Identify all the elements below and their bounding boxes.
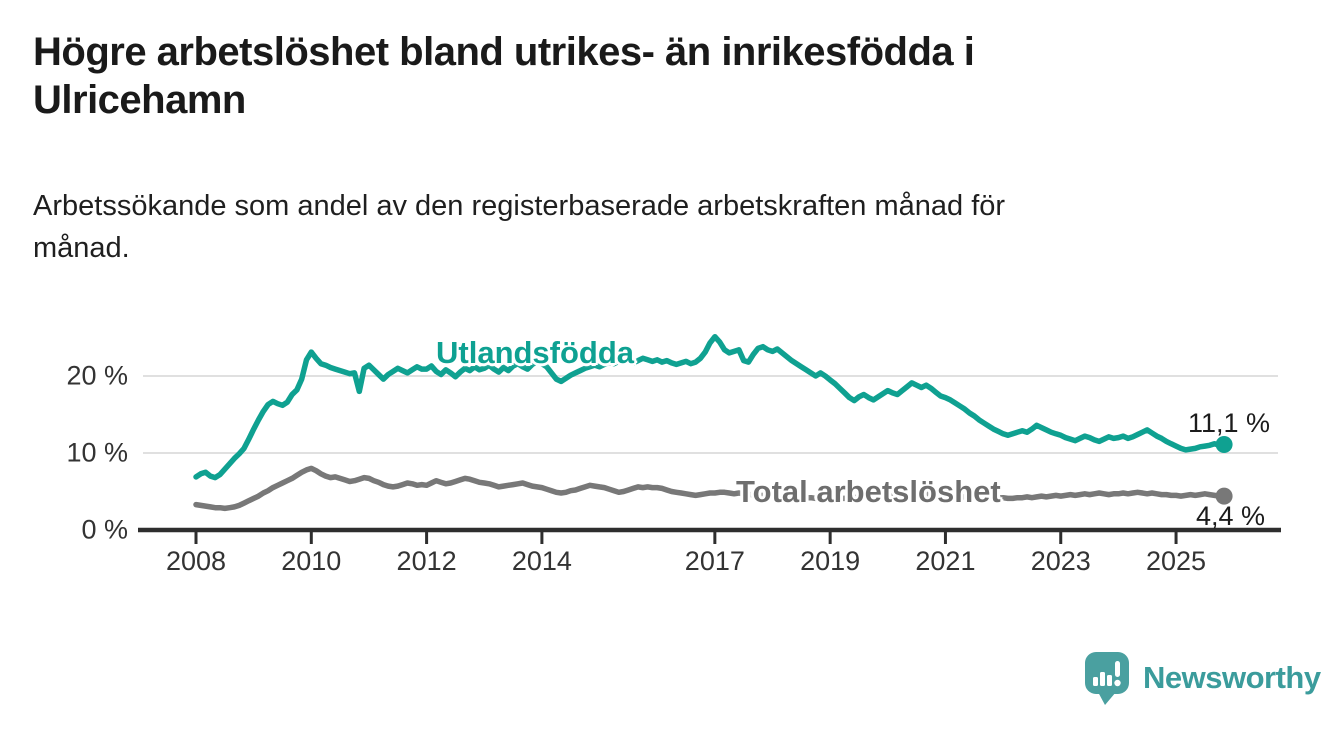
y-axis-tick-label: 20 % bbox=[66, 360, 128, 391]
title-line-1: Högre arbetslöshet bland utrikes- än inr… bbox=[33, 30, 975, 74]
newsworthy-logo: Newsworthy bbox=[1085, 651, 1321, 705]
x-axis-tick-label: 2025 bbox=[1146, 546, 1207, 576]
end-value-label-utlandsfodda: 11,1 % bbox=[1188, 408, 1271, 438]
x-axis-tick-label: 2014 bbox=[511, 546, 572, 576]
x-axis-tick-label: 2017 bbox=[684, 546, 745, 576]
x-axis-tick-label: 2019 bbox=[800, 546, 861, 576]
series-label-total-arbetsloshet: Total arbetslöshet bbox=[736, 474, 1001, 509]
y-axis-tick-label: 0 % bbox=[81, 514, 128, 545]
subtitle-line-2: månad. bbox=[33, 232, 130, 264]
subtitle-line-1: Arbetssökande som andel av den registerb… bbox=[33, 190, 1006, 222]
x-axis-tick-label: 2010 bbox=[281, 546, 342, 576]
x-axis-tick-label: 2021 bbox=[915, 546, 976, 576]
newsworthy-logo-text: Newsworthy bbox=[1143, 660, 1321, 695]
y-axis-tick-label: 10 % bbox=[66, 437, 128, 468]
title-line-2: Ulricehamn bbox=[33, 78, 246, 122]
x-axis-tick-label: 2023 bbox=[1030, 546, 1091, 576]
page-title: Högre arbetslöshet bland utrikes- än inr… bbox=[33, 28, 1313, 124]
chart-subtitle: Arbetssökande som andel av den registerb… bbox=[33, 185, 1273, 269]
x-axis-tick-label: 2012 bbox=[396, 546, 457, 576]
series-label-utlandsfodda: Utlandsfödda bbox=[436, 335, 635, 370]
end-value-label-total: 4,4 % bbox=[1196, 501, 1266, 531]
newsworthy-logo-icon bbox=[1085, 651, 1129, 705]
x-axis-tick-label: 2008 bbox=[165, 546, 227, 576]
